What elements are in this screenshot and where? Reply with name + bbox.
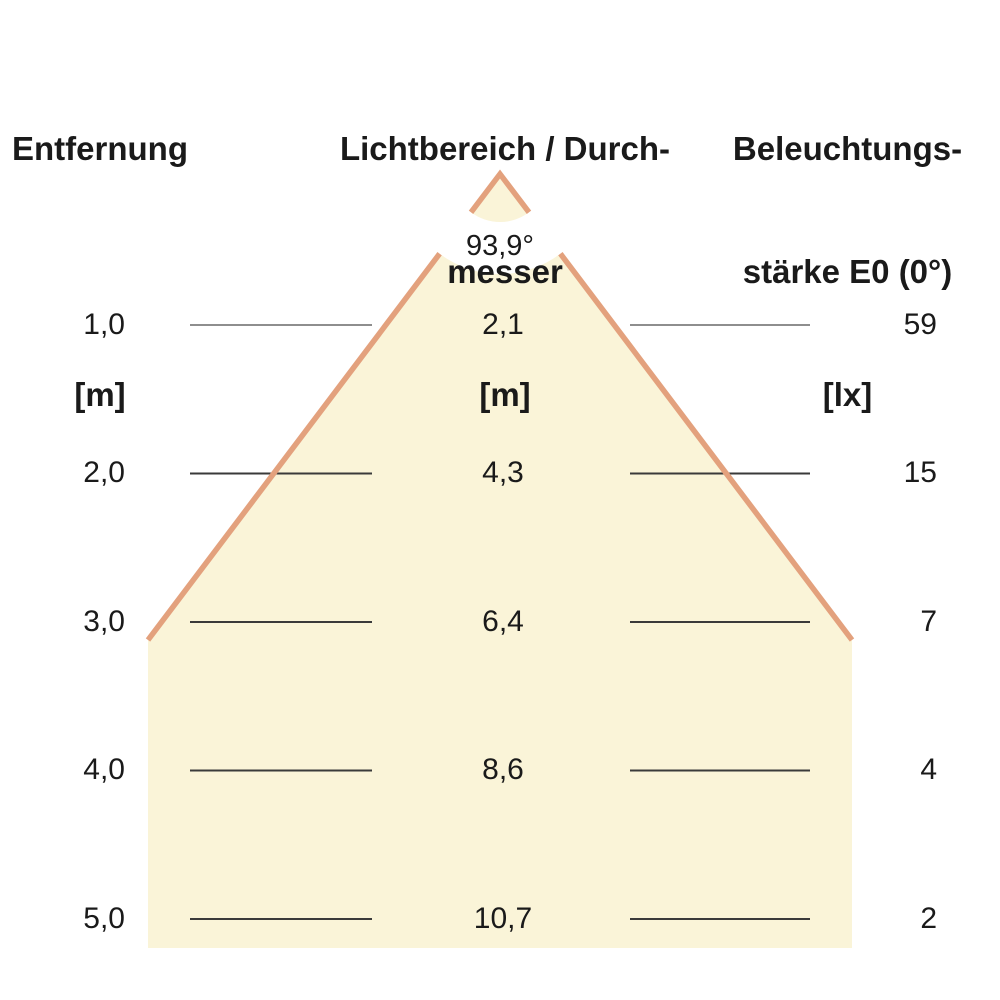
header-distance: Entfernung [m] (0, 46, 200, 497)
illuminance-value-row1: 59 (903, 308, 937, 341)
beam-angle-label: 93,9° (465, 230, 535, 262)
distance-value-row5: 5,0 (83, 902, 125, 935)
header-diameter: Lichtbereich / Durch- messer [m] (320, 46, 690, 497)
distance-value-row4: 4,0 (83, 753, 125, 786)
header-illuminance-title-line2: stärke E0 (0°) (742, 253, 953, 290)
header-distance-unit: [m] (74, 376, 126, 413)
header-diameter-unit: [m] (479, 376, 531, 413)
header-distance-title: Entfernung (12, 130, 188, 167)
cone-body-shape (148, 253, 852, 948)
header-illuminance-unit: [lx] (822, 376, 873, 413)
diameter-value-row5: 10,7 (473, 902, 533, 935)
cone-edge-lines (145, 252, 855, 642)
illuminance-value-row3: 7 (920, 605, 937, 638)
diameter-value-row2: 4,3 (482, 456, 524, 489)
header-distance-spacer (0, 251, 200, 292)
diameter-value-row1: 2,1 (482, 308, 524, 341)
header-illuminance: Beleuchtungs- stärke E0 (0°) [lx] (690, 46, 1000, 497)
distance-value-row1: 1,0 (83, 308, 125, 341)
apex-wedge-edge-lines (468, 169, 532, 214)
header-illuminance-title-line1: Beleuchtungs- (732, 130, 963, 167)
illuminance-value-row5: 2 (920, 902, 937, 935)
diameter-value-row3: 6,4 (482, 605, 524, 638)
apex-wedge-shape (471, 174, 529, 223)
distance-value-row3: 3,0 (83, 605, 125, 638)
diameter-value-row4: 8,6 (482, 753, 524, 786)
illuminance-value-row4: 4 (920, 753, 937, 786)
header-diameter-title-line1: Lichtbereich / Durch- (339, 130, 671, 167)
distance-value-row2: 2,0 (83, 456, 125, 489)
illuminance-value-row2: 15 (903, 456, 937, 489)
header-diameter-title-line2: messer (447, 253, 563, 290)
